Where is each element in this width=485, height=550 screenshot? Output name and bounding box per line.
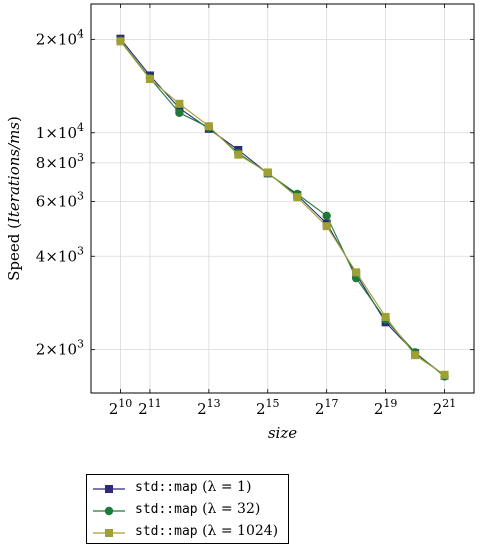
legend-label-1: std::map (λ = 1) — [135, 479, 252, 495]
x-tick-labels: 210 211 213 215 217 219 221 — [109, 397, 457, 418]
legend-entry-3: std::map (λ = 1024) — [87, 522, 288, 543]
data-point — [175, 99, 184, 108]
plot-frame — [90, 3, 475, 394]
legend-swatch-2 — [93, 506, 125, 516]
data-point — [234, 150, 243, 159]
data-point — [175, 104, 184, 113]
series-line-3 — [120, 41, 445, 376]
x-tick-label: 215 — [256, 397, 280, 418]
series-1 — [116, 34, 449, 380]
x-tick-label: 217 — [315, 397, 339, 418]
data-point — [352, 268, 361, 277]
x-tick-label: 221 — [433, 397, 457, 418]
data-point — [322, 222, 331, 231]
data-point — [322, 211, 331, 221]
y-tick-label: 2×104 — [36, 27, 84, 48]
data-point — [204, 122, 213, 131]
x-tick-label: 213 — [197, 397, 221, 418]
legend-swatch-3 — [93, 529, 125, 537]
y-tick-labels: 2×103 4×103 6×103 8×103 1×104 2×104 — [36, 27, 84, 358]
x-tick-label: 219 — [374, 397, 398, 418]
series-line-1 — [120, 38, 445, 377]
data-point — [263, 168, 272, 177]
y-axis-label-italic: Iterations/ms — [5, 122, 23, 224]
data-point — [381, 312, 390, 321]
y-tick-label: 6×103 — [36, 190, 84, 211]
y-tick-label: 2×103 — [36, 338, 84, 359]
series-line-2 — [120, 40, 445, 377]
chart: 210 211 213 215 217 219 221 2×103 4×103 6×103 8×1… — [5, 3, 475, 442]
y-axis-label-prefix: Speed ( — [5, 223, 23, 281]
data-point — [411, 351, 420, 360]
legend: std::map (λ = 1) std::map (λ = 32) std::… — [86, 474, 289, 544]
data-point — [145, 75, 154, 84]
x-tick-label: 210 — [109, 397, 133, 418]
series-2 — [116, 36, 449, 381]
data-point — [175, 108, 184, 117]
data-point — [293, 193, 302, 202]
legend-label-2: std::map (λ = 32) — [135, 501, 261, 517]
legend-label-3: std::map (λ = 1024) — [135, 523, 279, 539]
y-axis-label: Speed (Iterations/ms) — [5, 116, 23, 281]
y-axis-label-suffix: ) — [5, 116, 23, 122]
series-group — [116, 34, 449, 381]
legend-entry-2: std::map (λ = 32) — [87, 500, 288, 521]
series-3 — [116, 37, 449, 379]
tick-marks — [91, 4, 474, 393]
x-axis-label: size — [268, 424, 297, 442]
data-point — [116, 37, 125, 46]
grid-lines — [91, 4, 474, 393]
y-tick-label: 1×104 — [36, 121, 84, 142]
y-tick-label: 8×103 — [36, 151, 84, 172]
data-point — [440, 370, 449, 379]
y-tick-label: 4×103 — [36, 244, 84, 265]
x-tick-label: 211 — [138, 397, 162, 418]
legend-swatch-1 — [93, 485, 125, 493]
legend-entry-1: std::map (λ = 1) — [87, 478, 288, 499]
